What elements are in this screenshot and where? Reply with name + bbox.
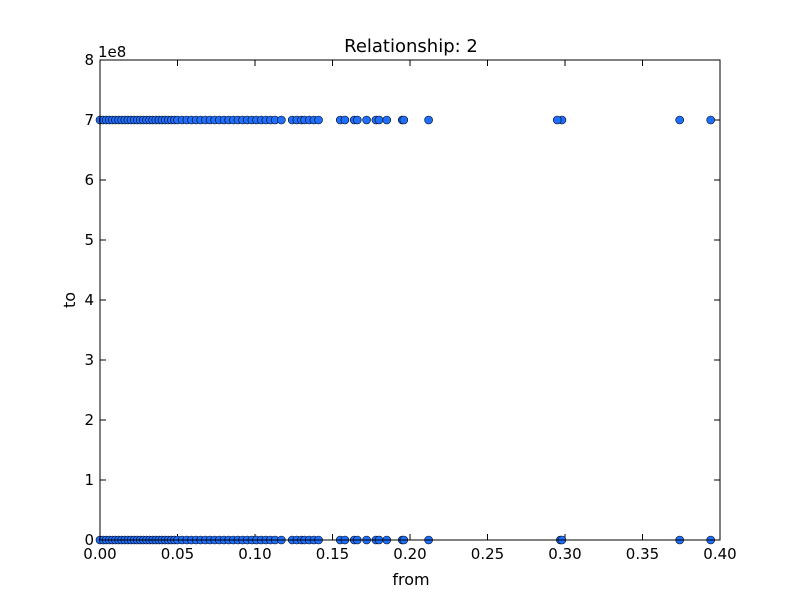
x-tick-label: 0.35 — [626, 545, 659, 563]
data-point — [424, 115, 433, 125]
data-point — [382, 115, 392, 125]
y-axis-label: to — [60, 292, 79, 308]
data-point — [374, 115, 384, 125]
chart-title: Relationship: 2 — [344, 36, 478, 57]
y-tick-label: 0 — [84, 531, 94, 549]
data-point — [675, 115, 685, 125]
y-tick-label: 5 — [84, 231, 94, 249]
plot-frame — [99, 59, 721, 541]
y-tick-label: 2 — [84, 411, 94, 429]
data-point — [277, 115, 286, 125]
y-tick-label: 8 — [84, 51, 94, 69]
x-tick-label: 0.25 — [471, 545, 504, 563]
y-offset-text: 1e8 — [98, 43, 126, 61]
data-point — [706, 115, 716, 125]
x-tick-label: 0.20 — [393, 545, 426, 563]
data-point — [314, 115, 323, 125]
points-layer — [95, 115, 716, 545]
y-tick-label: 6 — [84, 171, 94, 189]
x-tick-label: 0.00 — [83, 545, 116, 563]
x-tick-label: 0.10 — [238, 545, 271, 563]
x-axis-label: from — [392, 570, 429, 589]
y-tick-label: 3 — [84, 351, 94, 369]
data-point — [352, 115, 362, 125]
y-tick-label: 1 — [84, 471, 94, 489]
data-point — [340, 115, 350, 125]
data-point — [552, 115, 562, 125]
y-tick-label: 7 — [84, 111, 94, 129]
x-tick-label: 0.40 — [703, 545, 736, 563]
tick-layer: 0.00 0.05 0.10 0.15 0.20 0.25 0.30 0.35 0.40 0 1 2 3… — [83, 51, 736, 563]
y-tick-label: 4 — [84, 291, 94, 309]
x-tick-label: 0.30 — [548, 545, 581, 563]
x-tick-label: 0.05 — [161, 545, 194, 563]
x-tick-label: 0.15 — [316, 545, 349, 563]
data-point — [399, 115, 409, 125]
data-point — [362, 115, 371, 125]
